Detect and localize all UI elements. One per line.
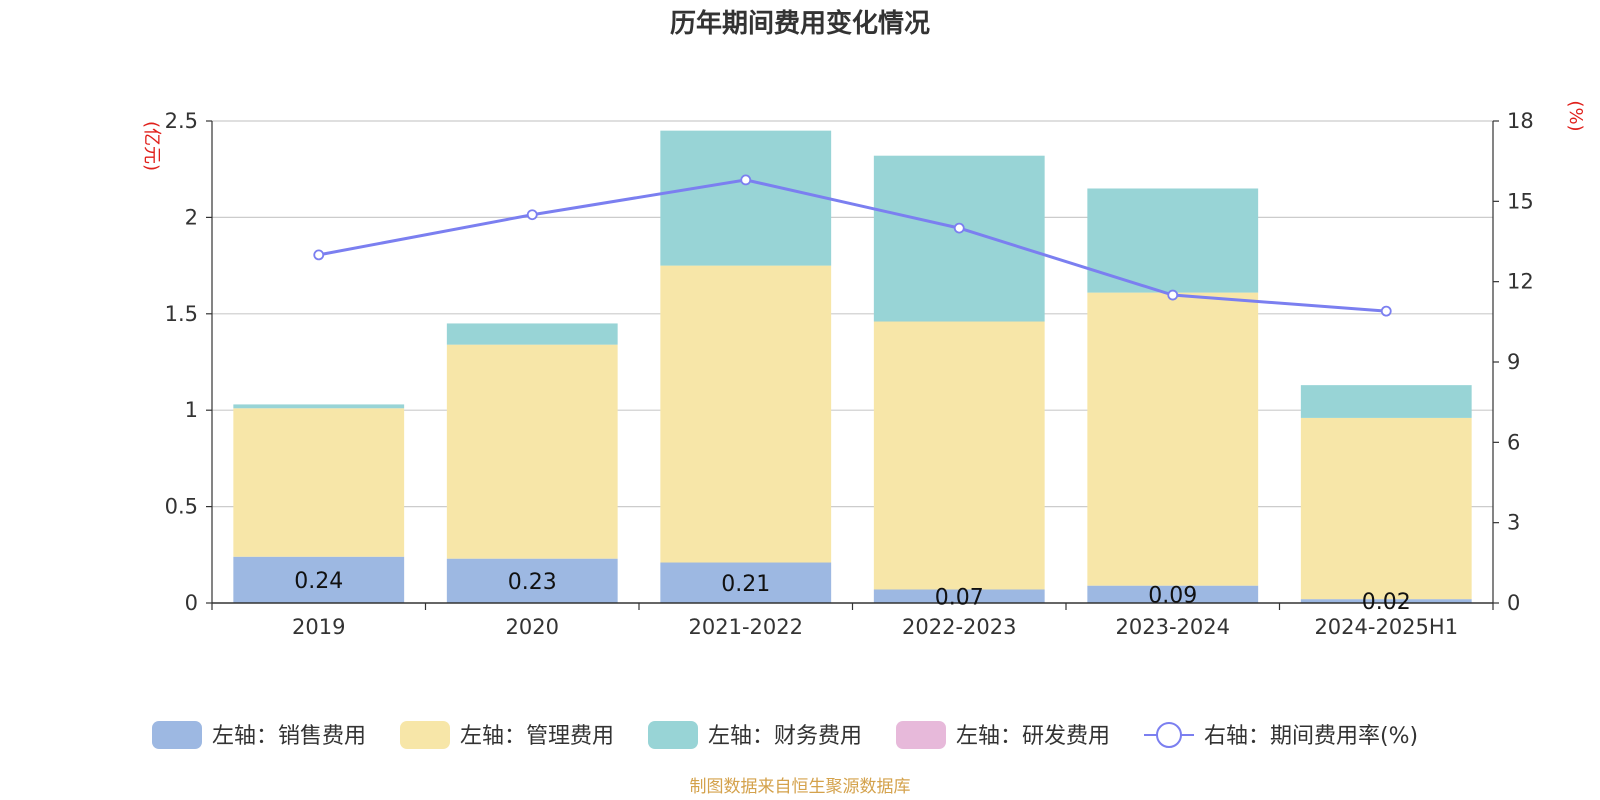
legend-marker xyxy=(1156,722,1182,748)
left-tick-label: 1 xyxy=(185,398,198,422)
bar-segment-1 xyxy=(873,321,1045,590)
rate-point xyxy=(1167,289,1179,301)
rate-line xyxy=(318,178,1387,313)
legend-item: 左轴：财务费用 xyxy=(648,721,862,749)
rate-point xyxy=(953,222,965,234)
bar-segment-2 xyxy=(873,155,1045,322)
right-tick-label: 6 xyxy=(1507,430,1520,454)
right-tick-label: 12 xyxy=(1507,270,1534,294)
right-tick-label: 15 xyxy=(1507,189,1534,213)
chart-title: 历年期间费用变化情况 xyxy=(670,8,930,39)
left-tick-label: 1.5 xyxy=(165,302,198,326)
right-tick-label: 3 xyxy=(1507,511,1520,535)
x-tick-label: 2024-2025H1 xyxy=(1314,615,1458,639)
bar-data-label: 0.07 xyxy=(935,585,984,610)
bar-segment-1 xyxy=(1087,292,1259,586)
x-tick-label: 2022-2023 xyxy=(902,615,1016,639)
bar-data-label: 0.23 xyxy=(508,570,557,595)
bar-segment-1 xyxy=(1300,417,1472,600)
bar-data-label: 0.09 xyxy=(1148,583,1197,608)
bar-data-label: 0.02 xyxy=(1362,590,1411,615)
rate-point xyxy=(740,174,752,186)
bar-data-label: 0.21 xyxy=(721,572,770,597)
rate-point xyxy=(1380,305,1392,317)
bar-segment-0 xyxy=(233,556,405,603)
bar-segment-2 xyxy=(1087,188,1259,293)
bar-segment-2 xyxy=(233,404,405,409)
legend: 左轴：销售费用 左轴：管理费用 左轴：财务费用 左轴：研发费用 右轴：期间费用率(%) xyxy=(152,721,1418,749)
bar-segment-0 xyxy=(873,589,1045,603)
bar-segment-2 xyxy=(1300,385,1472,418)
legend-swatch xyxy=(648,721,698,749)
legend-label: 左轴：财务费用 xyxy=(708,724,862,749)
right-tick-label: 0 xyxy=(1507,591,1520,615)
legend-item: 左轴：研发费用 xyxy=(896,721,1110,749)
x-tick-label: 2021-2022 xyxy=(689,615,803,639)
rate-point xyxy=(313,249,325,261)
x-tick-label: 2019 xyxy=(292,615,345,639)
line-series xyxy=(313,174,1392,317)
legend-swatch xyxy=(152,721,202,749)
x-tick-label: 2020 xyxy=(506,615,559,639)
bar-segment-2 xyxy=(446,323,618,345)
rate-point xyxy=(526,209,538,221)
bar-data-labels: 0.24 0.23 0.21 0.07 0.09 0.02 xyxy=(294,569,1410,615)
legend-swatch xyxy=(400,721,450,749)
right-tick-label: 9 xyxy=(1507,350,1520,374)
bar-segment-1 xyxy=(233,408,405,557)
left-axis-label: (亿元) xyxy=(141,121,162,171)
x-tick-label: 2023-2024 xyxy=(1116,615,1230,639)
source-note: 制图数据来自恒生聚源数据库 xyxy=(690,777,911,797)
left-tick-label: 0 xyxy=(185,591,198,615)
legend-label: 左轴：销售费用 xyxy=(212,724,366,749)
bar-segment-0 xyxy=(1300,599,1472,603)
legend-item: 左轴：管理费用 xyxy=(400,721,614,749)
legend-label: 右轴：期间费用率(%) xyxy=(1204,724,1418,749)
legend-swatch xyxy=(896,721,946,749)
bar-segment-1 xyxy=(660,265,832,563)
legend-label: 左轴：管理费用 xyxy=(460,724,614,749)
right-axis-label: (%) xyxy=(1565,100,1586,131)
bar-segment-2 xyxy=(660,130,832,266)
bar-segment-0 xyxy=(446,558,618,603)
bar-segment-1 xyxy=(446,344,618,559)
bar-series xyxy=(233,130,1472,603)
right-tick-label: 18 xyxy=(1507,109,1534,133)
left-tick-label: 2.5 xyxy=(165,109,198,133)
legend-label: 左轴：研发费用 xyxy=(956,724,1110,749)
bar-segment-0 xyxy=(660,562,832,603)
left-tick-label: 0.5 xyxy=(165,495,198,519)
left-tick-label: 2 xyxy=(185,205,198,229)
bar-data-label: 0.24 xyxy=(294,569,343,594)
axes: 0 0.5 1 1.5 2 2.5 0 3 6 9 12 15 18 2019 2020 2021-2022 2… xyxy=(165,109,1534,639)
legend-item: 左轴：销售费用 xyxy=(152,721,366,749)
grid-lines xyxy=(212,120,1493,508)
bar-segment-0 xyxy=(1087,585,1259,603)
legend-item: 右轴：期间费用率(%) xyxy=(1144,722,1418,749)
